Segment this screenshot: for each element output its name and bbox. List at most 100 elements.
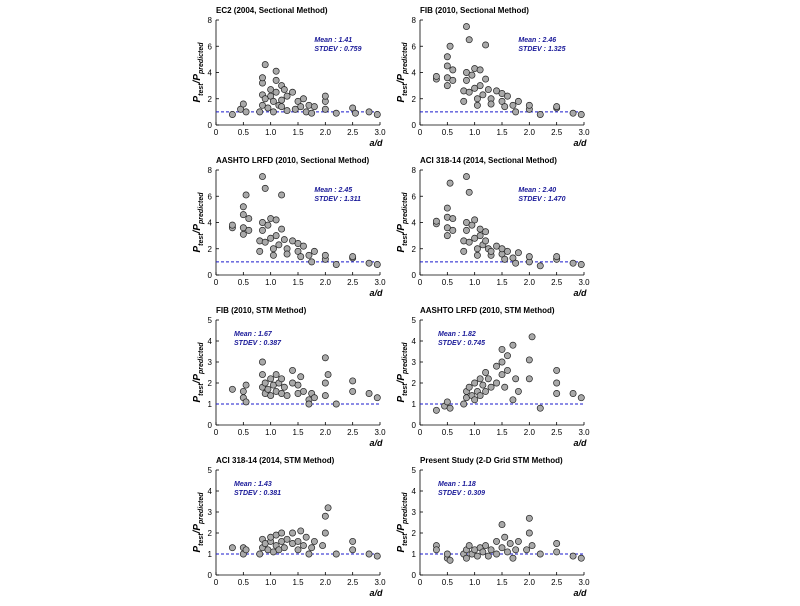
data-point [289, 88, 296, 96]
data-point [319, 542, 327, 550]
scatter-chart: 0 1 2 3 4 5 0 0.5 1.0 1.5 2.0 2.5 3.0a/d Ptest/Ppredi… [396, 466, 590, 598]
y-axis-label: Ptest/Ppredicted [192, 342, 205, 403]
data-point [525, 356, 533, 364]
data-point [482, 75, 490, 83]
x-tick-label: 0 [214, 278, 219, 287]
y-axis-label-part: /P [192, 374, 203, 385]
data-point [498, 245, 506, 253]
y-tick-label: 0 [208, 571, 213, 580]
data-point [476, 66, 484, 74]
y-axis-label: Ptest/Ppredicted [396, 192, 409, 253]
data-point [228, 221, 236, 229]
y-axis-label-part: /P [396, 224, 407, 235]
data-point [465, 188, 473, 196]
mean-annotation: Mean : 1.43 [234, 481, 272, 488]
data-point [365, 390, 373, 397]
y-axis-label-subscript: test [198, 383, 205, 396]
y-axis-label-part: /P [396, 74, 407, 85]
data-point [294, 97, 302, 105]
y-axis-label-part: P [396, 96, 407, 103]
data-point [310, 247, 318, 255]
data-point [577, 111, 585, 118]
data-point [473, 95, 481, 103]
data-point [449, 76, 457, 84]
data-point [482, 542, 490, 550]
data-point [365, 108, 373, 116]
data-point [577, 261, 585, 268]
y-axis-label-part: /P [396, 374, 407, 385]
y-tick-label: 8 [412, 16, 417, 25]
data-point [473, 251, 481, 259]
data-point [493, 362, 500, 370]
data-point [514, 97, 522, 105]
scatter-chart: 0 2 4 6 8 0 0.5 1.0 1.5 2.0 2.5 3.0a/d Ptest/Ppredic… [396, 166, 590, 298]
y-axis-label-part: P [192, 246, 203, 253]
data-point [275, 241, 283, 249]
data-point [302, 533, 310, 541]
data-point [498, 521, 506, 529]
y-axis-label-subscript: test [402, 233, 409, 246]
data-point [471, 216, 479, 224]
x-tick-label: 0.5 [238, 128, 250, 137]
data-point [463, 23, 470, 31]
data-point [525, 101, 533, 109]
data-point [463, 76, 470, 84]
data-point [514, 387, 522, 395]
x-tick-label: 1.0 [265, 428, 277, 437]
data-point [269, 108, 277, 116]
data-point [504, 548, 511, 556]
y-tick-label: 5 [208, 316, 213, 325]
data-point [300, 387, 307, 395]
x-tick-label: 1.0 [469, 278, 481, 287]
data-point [297, 527, 305, 535]
data-point [553, 390, 561, 397]
x-tick-label: 3.0 [374, 428, 386, 437]
data-point [305, 400, 313, 408]
y-tick-label: 2 [412, 379, 417, 388]
data-point [569, 109, 577, 117]
x-tick-label: 0 [418, 128, 423, 137]
y-tick-label: 4 [412, 487, 417, 496]
data-point [294, 240, 302, 247]
data-point [280, 86, 288, 94]
data-point [272, 371, 280, 379]
data-point [471, 234, 479, 242]
y-tick-label: 2 [412, 245, 417, 254]
data-point [432, 217, 440, 225]
x-tick-label: 0.5 [238, 578, 250, 587]
data-point [432, 72, 440, 80]
data-point [289, 237, 296, 245]
y-axis-label-subscript: predicted [402, 492, 409, 525]
data-point [498, 90, 506, 97]
y-axis-label-part: P [396, 396, 407, 403]
data-point [291, 105, 299, 113]
data-point [514, 537, 522, 545]
data-point [245, 226, 253, 234]
x-tick-label: 2.5 [347, 578, 359, 587]
data-point [239, 203, 247, 211]
data-point [446, 179, 454, 187]
data-point [443, 232, 451, 240]
x-tick-label: 2.0 [524, 128, 536, 137]
data-point [278, 191, 286, 199]
data-point [487, 383, 495, 391]
scatter-chart: 0 1 2 3 4 5 0 0.5 1.0 1.5 2.0 2.5 3.0a/d Ptest/Ppredi… [396, 316, 590, 448]
y-tick-label: 4 [208, 487, 213, 496]
data-point [239, 100, 247, 108]
data-point [259, 101, 266, 109]
y-axis-label-subscript: test [402, 383, 409, 396]
data-point [487, 247, 495, 255]
y-axis-label-subscript: predicted [402, 42, 409, 75]
data-point [321, 105, 329, 113]
data-point [373, 261, 381, 268]
data-point [476, 375, 484, 383]
data-point [512, 375, 520, 383]
x-tick-label: 3.0 [578, 578, 590, 587]
data-point [228, 544, 236, 552]
data-point [501, 255, 509, 263]
data-point [506, 540, 514, 547]
y-axis-label-part: P [192, 546, 203, 553]
data-point [493, 537, 500, 545]
data-point [310, 103, 318, 111]
